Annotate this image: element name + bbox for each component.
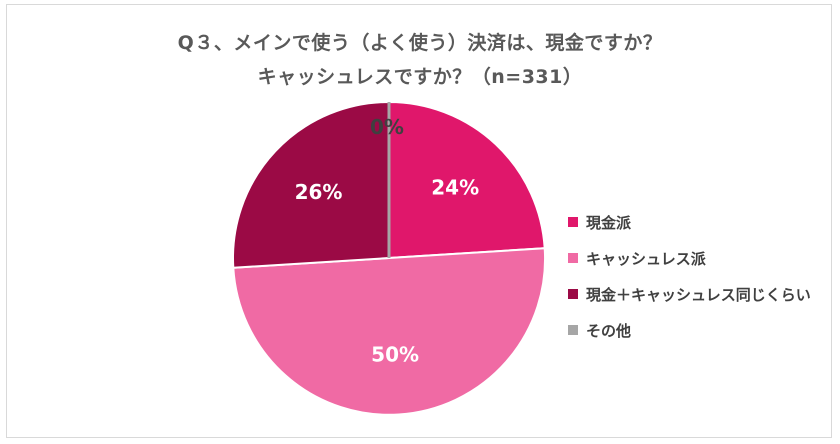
legend-item-other: その他 <box>568 312 811 348</box>
chart-title-line-2: キャッシュレスですか？（n=331） <box>257 66 583 88</box>
legend-item-cash: 現金派 <box>568 204 811 240</box>
data-label-other: 0% <box>370 115 404 139</box>
data-label-cashless: 50% <box>371 343 419 367</box>
legend-label-both: 現金＋キャッシュレス同じくらい <box>586 285 811 304</box>
legend-swatch-cashless <box>568 253 578 263</box>
pie-slice-cashless <box>232 247 547 416</box>
pie-slice-both <box>232 100 390 269</box>
legend: 現金派 キャッシュレス派 現金＋キャッシュレス同じくらい その他 <box>568 204 811 348</box>
chart-title-line-1: Q３、メインで使う（よく使う）決済は、現金ですか？ <box>177 32 663 54</box>
legend-label-cash: 現金派 <box>586 213 632 232</box>
data-label-both: 26% <box>295 180 343 204</box>
data-label-cash: 24% <box>431 176 479 200</box>
pie-slice-cash <box>388 100 546 260</box>
legend-item-cashless: キャッシュレス派 <box>568 240 811 276</box>
pie-slices <box>232 100 547 416</box>
legend-label-other: その他 <box>586 321 632 340</box>
legend-swatch-both <box>568 289 578 299</box>
legend-label-cashless: キャッシュレス派 <box>586 249 706 268</box>
legend-swatch-cash <box>568 217 578 227</box>
pie-data-labels: 24% 50% 26% 0% <box>295 115 480 367</box>
legend-swatch-other <box>568 325 578 335</box>
legend-item-both: 現金＋キャッシュレス同じくらい <box>568 276 811 312</box>
